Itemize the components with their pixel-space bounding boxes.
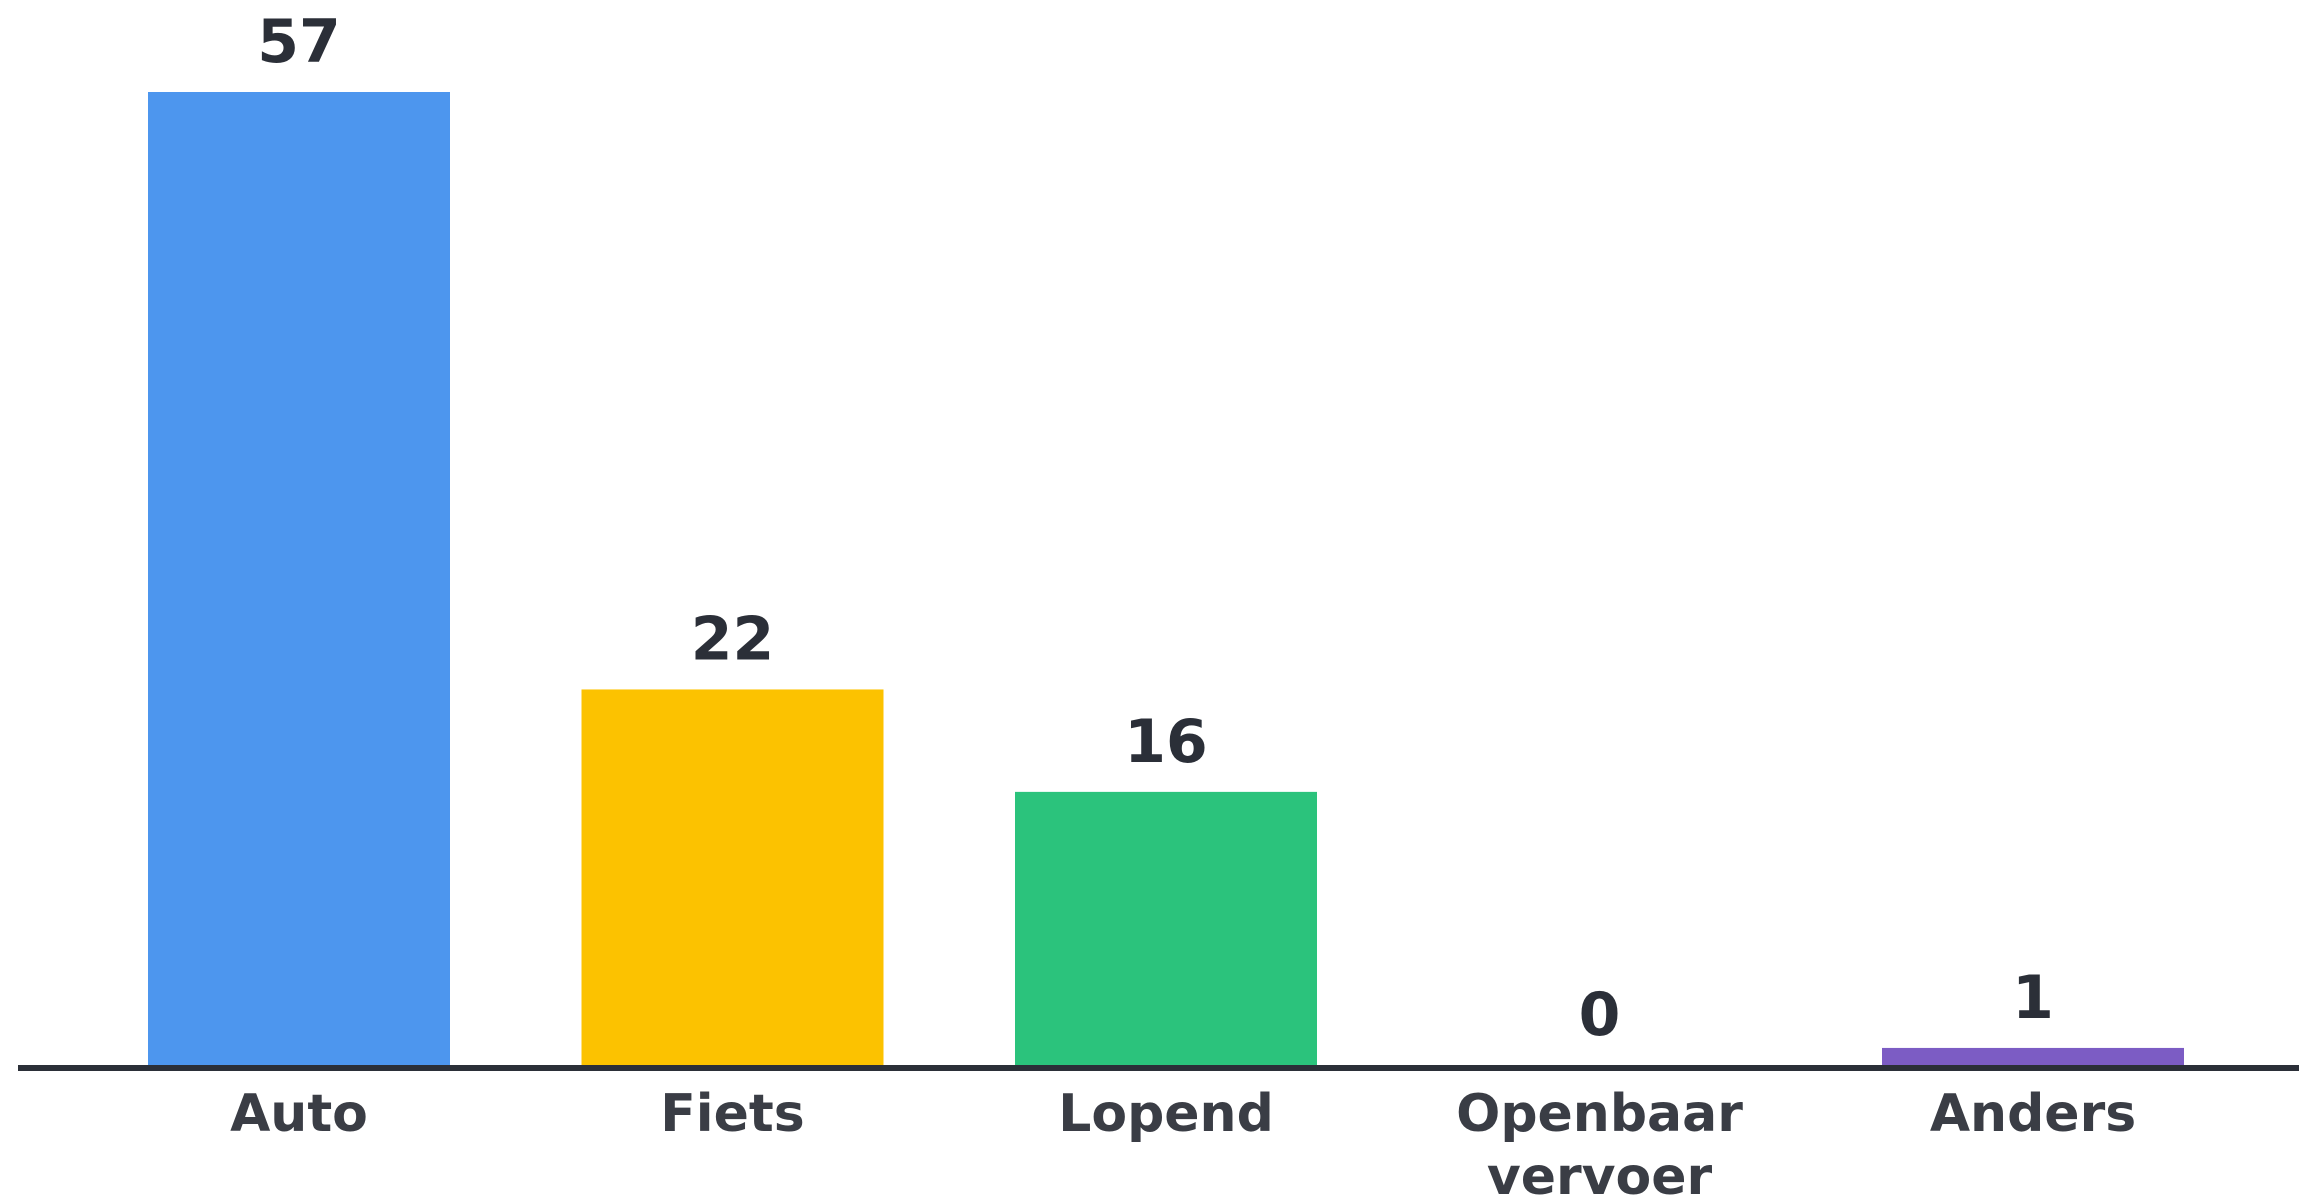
bar bbox=[148, 92, 450, 1065]
bar-value-label: 1 bbox=[2012, 963, 2054, 1033]
category-label-line: Openbaar bbox=[1456, 1084, 1743, 1144]
category-label-line: Fiets bbox=[660, 1084, 804, 1144]
bars-layer bbox=[148, 92, 2184, 1065]
category-label: Fiets bbox=[660, 1084, 804, 1144]
category-label-line: vervoer bbox=[1487, 1147, 1713, 1204]
bar bbox=[1015, 791, 1317, 1065]
category-labels-layer: Auto Fiets Lopend Openbaar vervoer Anders bbox=[230, 1084, 2136, 1204]
bar bbox=[581, 689, 884, 1065]
category-label: Lopend bbox=[1058, 1084, 1274, 1144]
category-label-line: Anders bbox=[1930, 1084, 2136, 1144]
category-label-line: Lopend bbox=[1058, 1084, 1274, 1144]
bar bbox=[1882, 1047, 2184, 1065]
bar-value-label: 0 bbox=[1579, 980, 1621, 1050]
category-label-line: Auto bbox=[230, 1084, 368, 1144]
bar-value-label: 57 bbox=[257, 7, 341, 77]
category-label: Auto bbox=[230, 1084, 368, 1144]
value-labels-layer: 57 22 16 0 1 bbox=[257, 7, 2054, 1050]
category-label: Anders bbox=[1930, 1084, 2136, 1144]
bar-value-label: 16 bbox=[1124, 707, 1208, 777]
category-label: Openbaar vervoer bbox=[1456, 1084, 1743, 1204]
bar-value-label: 22 bbox=[691, 604, 775, 674]
